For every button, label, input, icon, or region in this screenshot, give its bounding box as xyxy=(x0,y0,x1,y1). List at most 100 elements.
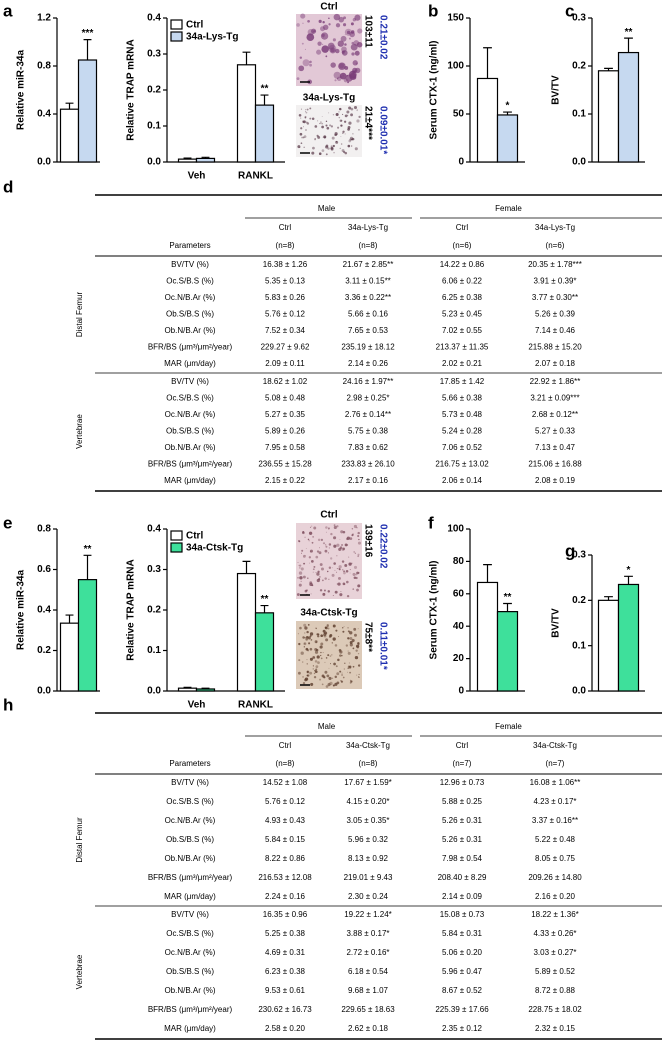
significance: ** xyxy=(261,84,269,95)
section-label: Vertebrae xyxy=(75,954,84,989)
stain xyxy=(356,674,358,676)
stain xyxy=(306,577,309,580)
cell: 2.07 ± 0.18 xyxy=(535,359,576,368)
sample-size: (n=8) xyxy=(359,759,378,768)
stain xyxy=(316,578,320,583)
cell: 2.35 ± 0.12 xyxy=(442,1024,483,1033)
significance: ** xyxy=(625,27,633,38)
stain xyxy=(298,113,302,117)
stain xyxy=(297,562,299,564)
stain xyxy=(310,682,314,686)
error-bar xyxy=(503,111,512,115)
stain xyxy=(344,583,346,585)
stain xyxy=(325,638,329,642)
stain xyxy=(326,126,330,130)
error-bar xyxy=(83,554,92,580)
stain xyxy=(348,121,352,125)
cell: 8.13 ± 0.92 xyxy=(348,854,389,863)
stain xyxy=(329,663,332,665)
y-axis-label: Serum CTX-1 (ng/ml) xyxy=(429,561,440,660)
stain xyxy=(339,107,342,111)
stain xyxy=(333,536,337,540)
stain xyxy=(352,588,355,590)
cell: 2.62 ± 0.18 xyxy=(348,1024,389,1033)
cell: 2.06 ± 0.14 xyxy=(442,476,483,485)
cell: 5.23 ± 0.45 xyxy=(442,310,483,319)
stain xyxy=(307,538,310,541)
stain xyxy=(301,661,304,663)
stain xyxy=(333,524,336,527)
y-tick-label: 0.0 xyxy=(572,686,586,697)
stain xyxy=(332,624,336,628)
bar xyxy=(254,104,275,163)
stain xyxy=(330,557,333,560)
significance: ** xyxy=(504,592,512,603)
cell: 5.66 ± 0.16 xyxy=(348,310,389,319)
stain xyxy=(352,60,358,66)
panel-letter: d xyxy=(3,177,13,196)
cell: 5.35 ± 0.13 xyxy=(265,277,306,286)
stain xyxy=(358,676,360,678)
stain xyxy=(309,60,312,64)
stain xyxy=(321,122,324,125)
cell: 16.08 ± 1.06** xyxy=(530,778,581,787)
stain xyxy=(344,151,348,155)
stain xyxy=(327,625,329,627)
stain xyxy=(299,626,302,630)
stain xyxy=(325,124,328,127)
stain xyxy=(336,583,338,585)
sample-size: (n=8) xyxy=(276,759,295,768)
stain xyxy=(356,109,358,112)
cell: 17.67 ± 1.59* xyxy=(344,778,392,787)
stain xyxy=(310,639,313,641)
cell: 3.36 ± 0.22** xyxy=(345,293,391,302)
stain xyxy=(298,571,303,575)
stain xyxy=(321,43,324,45)
error-bar xyxy=(260,604,269,613)
stain xyxy=(340,680,344,683)
cell: 7.83 ± 0.62 xyxy=(348,443,389,452)
stain xyxy=(358,538,360,541)
stain xyxy=(328,547,330,549)
column-header: 34a-Lys-Tg xyxy=(535,223,575,232)
stain xyxy=(319,547,321,549)
error-bar xyxy=(624,37,633,53)
y-tick-label: 0.0 xyxy=(147,686,161,697)
stain xyxy=(356,41,363,48)
cell: 5.75 ± 0.38 xyxy=(348,427,389,436)
stain xyxy=(319,678,322,681)
parameter: Ob.S/B.S (%) xyxy=(166,310,214,319)
y-tick-label: 0.0 xyxy=(37,157,51,168)
bar xyxy=(59,622,80,692)
panel-letter: a xyxy=(3,1,13,20)
cell: 8.05 ± 0.75 xyxy=(535,854,576,863)
cell: 5.76 ± 0.12 xyxy=(265,310,306,319)
stain xyxy=(304,636,306,639)
parameter: Oc.S/B.S (%) xyxy=(166,929,214,938)
section-label: Vertebrae xyxy=(75,414,84,449)
stain xyxy=(343,571,346,575)
x-tick-label: Veh xyxy=(188,700,206,711)
stain xyxy=(349,671,352,674)
cell: 4.69 ± 0.31 xyxy=(265,948,306,957)
bar xyxy=(597,599,620,692)
parameter: BV/TV (%) xyxy=(171,260,209,269)
cell: 236.55 ± 15.28 xyxy=(258,460,312,469)
stain xyxy=(307,19,310,23)
stain xyxy=(322,652,324,654)
stain xyxy=(306,670,309,673)
stain xyxy=(341,569,344,571)
stain xyxy=(300,552,302,554)
stain xyxy=(348,665,352,670)
error-bar xyxy=(483,47,492,79)
column-header: Ctrl xyxy=(456,741,469,750)
y-axis-label: BV/TV xyxy=(551,75,562,105)
bar xyxy=(77,59,98,163)
stain xyxy=(354,50,360,56)
stain xyxy=(348,556,350,558)
stain xyxy=(324,661,326,663)
parameter: BV/TV (%) xyxy=(171,910,209,919)
stain xyxy=(333,544,337,548)
parameter: Ob.S/B.S (%) xyxy=(166,427,214,436)
stain xyxy=(341,673,344,676)
